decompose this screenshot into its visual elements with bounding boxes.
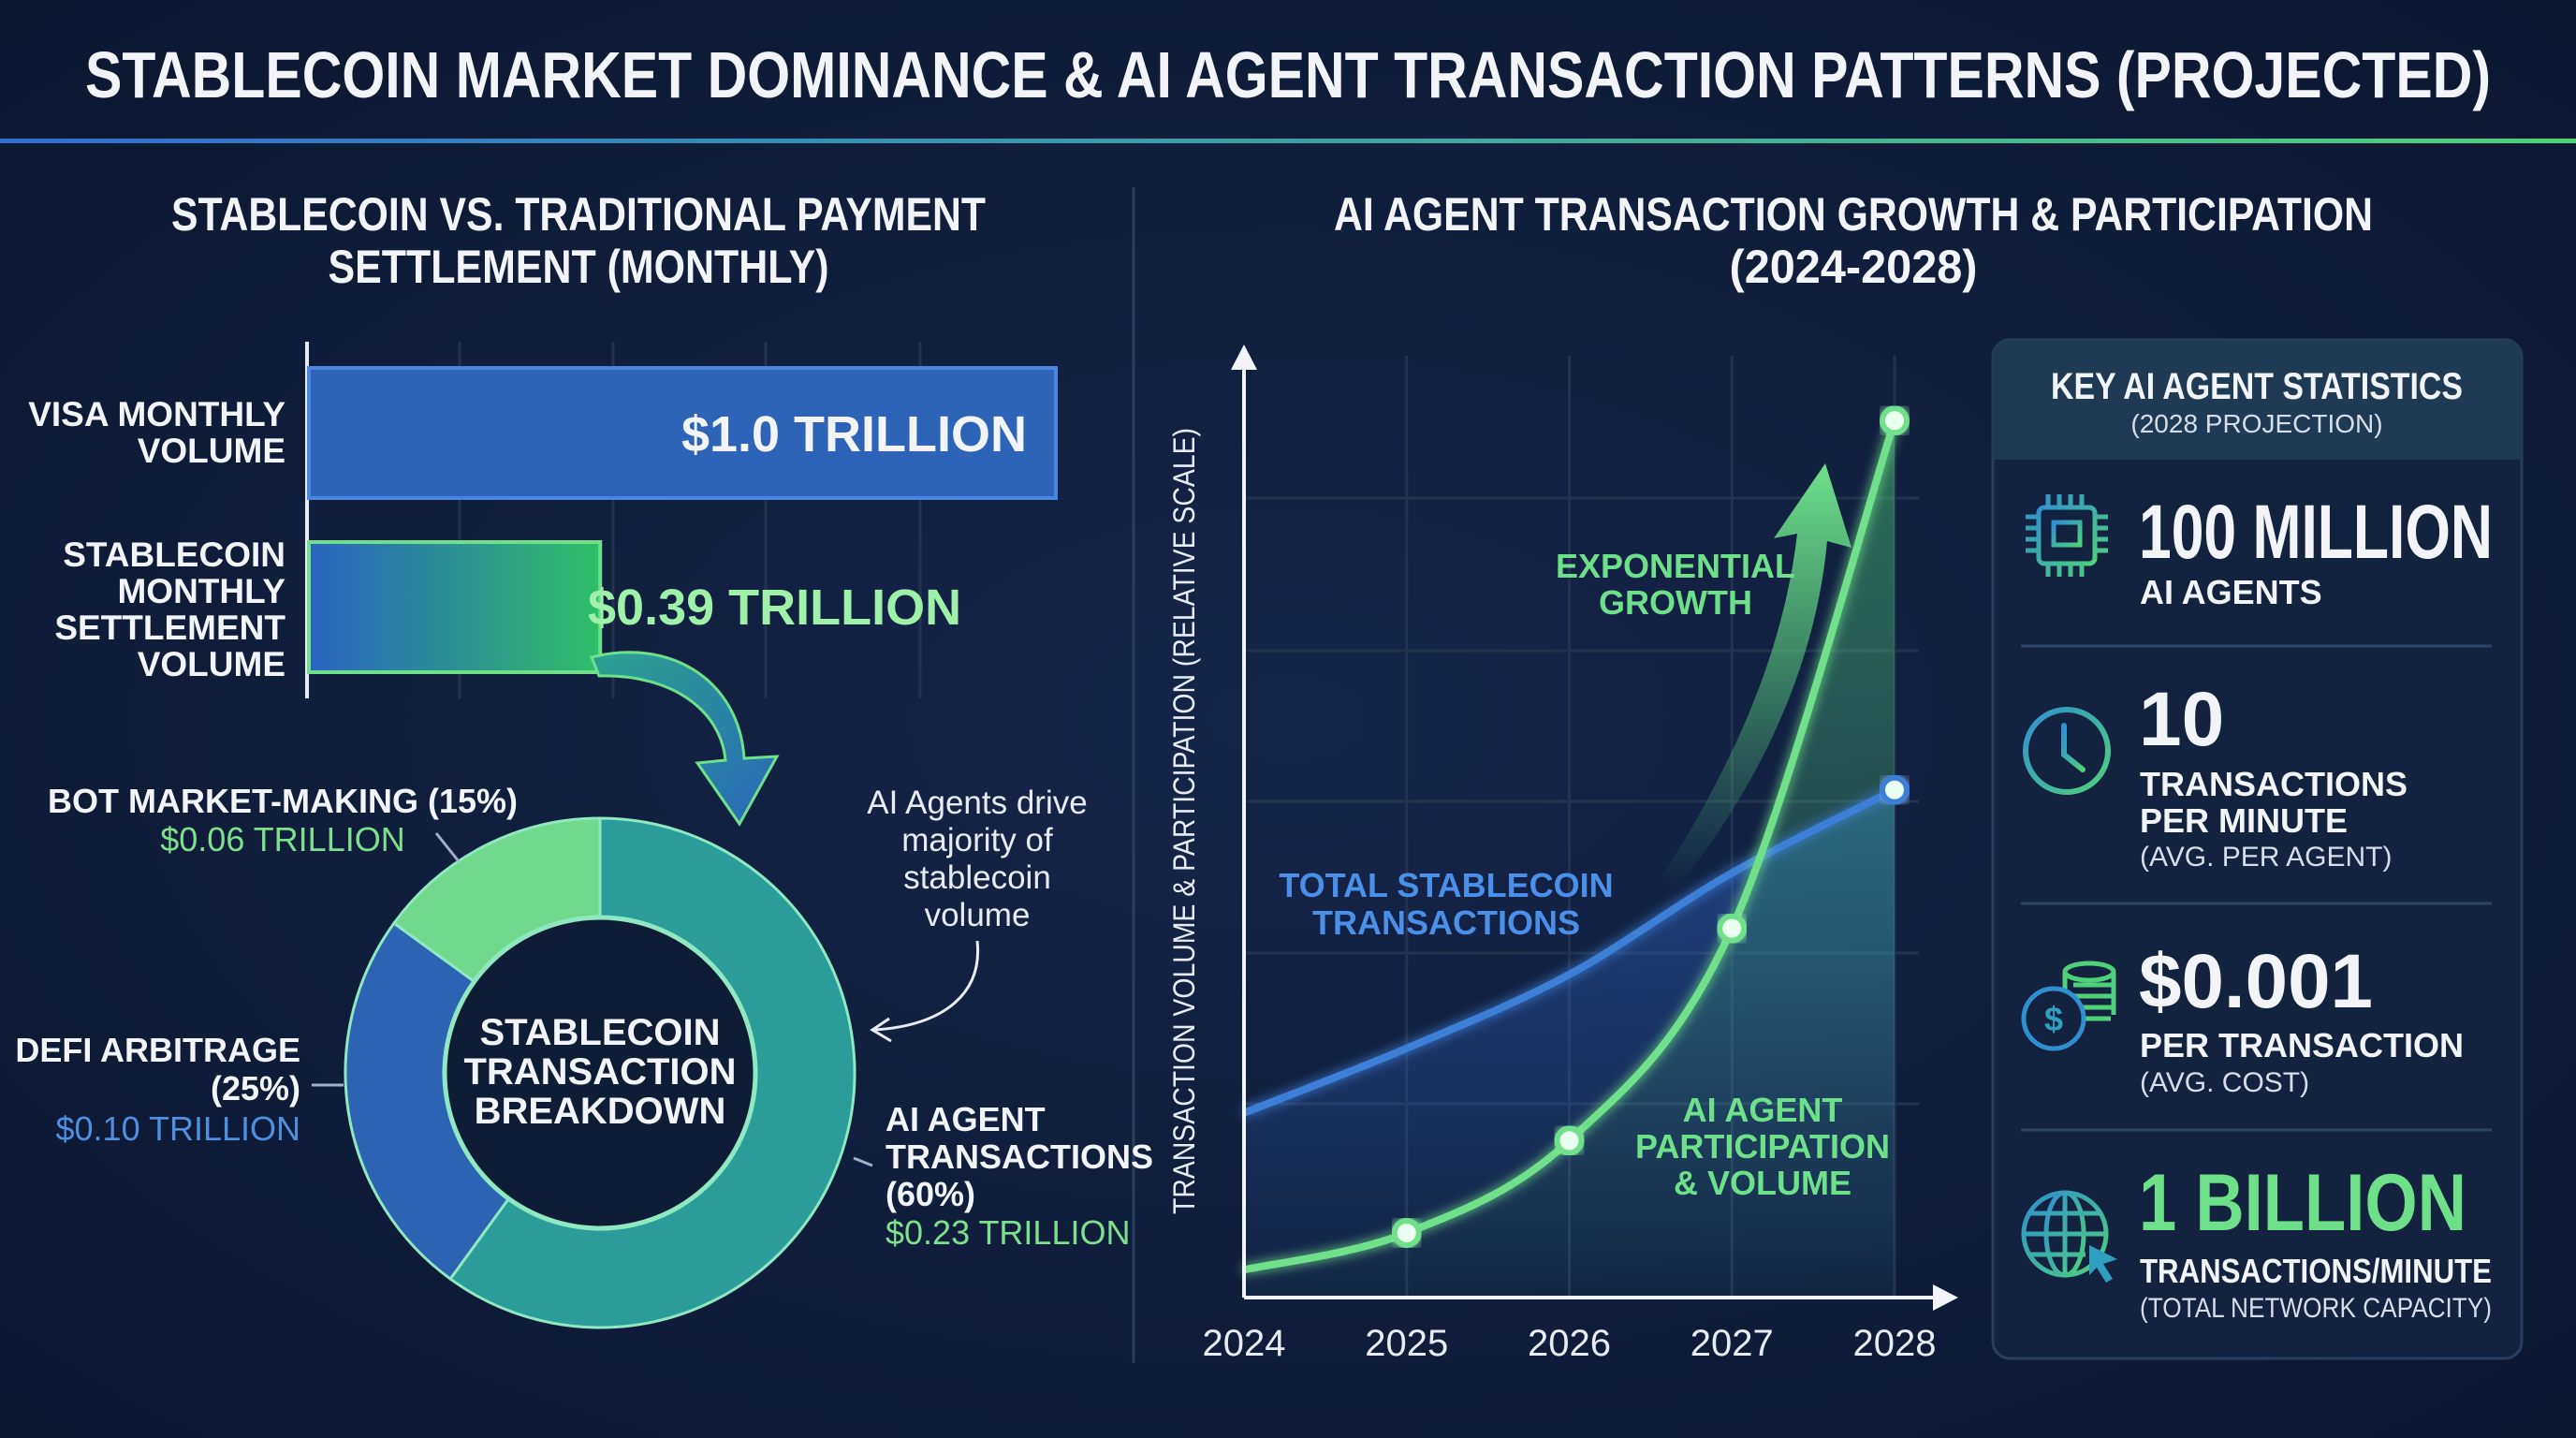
stat-cost: $ $0.001 PER TRANSACTION (AVG. COST) <box>2021 939 2464 1098</box>
slice-label-bot: BOT MARKET-MAKING (15%) <box>48 782 518 820</box>
slice-value-bot: $0.06 TRILLION <box>160 820 404 858</box>
annotation-line2: majority of <box>901 822 1053 858</box>
bar-category-stablecoin-line2: MONTHLY <box>117 572 285 610</box>
stat-agents: 100 MILLION AI AGENTS <box>2026 490 2493 611</box>
donut-center-label-line2: TRANSACTION <box>463 1051 736 1093</box>
header-divider <box>0 139 2576 143</box>
stat-label: PER TRANSACTION <box>2140 1026 2464 1064</box>
bar-category-stablecoin-line3: SETTLEMENT <box>54 609 285 647</box>
data-point-1-2028 <box>1880 405 1910 436</box>
bar-category-stablecoin-line4: VOLUME <box>138 645 285 683</box>
line-chart-title-line1: AI AGENT TRANSACTION GROWTH & PARTICIPAT… <box>1334 188 2373 241</box>
series-line-1 <box>1243 419 1898 1274</box>
globe-cursor-icon <box>2021 1190 2117 1283</box>
donut-slice-0 <box>448 816 856 1329</box>
x-tick-label: 2028 <box>1853 1323 1937 1364</box>
stat-label: AI AGENTS <box>2140 573 2322 611</box>
donut-slice-1 <box>344 921 510 1282</box>
stat-value: 100 MILLION <box>2139 490 2493 575</box>
series-area-1 <box>1244 420 1895 1298</box>
leader-line-ai <box>853 1156 873 1167</box>
slice-label-ai-line1: AI AGENT <box>886 1100 1046 1138</box>
annotation-line4: volume <box>925 897 1031 933</box>
annotation-arrow-icon <box>874 940 980 1032</box>
stats-panel-header <box>1993 340 2522 460</box>
line-chart-title-line2: (2024-2028) <box>1730 241 1978 293</box>
x-tick-label: 2024 <box>1203 1323 1286 1364</box>
bar-stablecoin <box>307 540 603 674</box>
leader-line-bot <box>434 832 461 862</box>
donut-chart: STABLECOIN TRANSACTION BREAKDOWN BOT MAR… <box>15 782 1153 1329</box>
data-point-1-2027 <box>1717 913 1748 944</box>
series-label-ai-line1: AI AGENT <box>1683 1091 1843 1129</box>
clock-icon <box>2023 707 2111 795</box>
annotation-exponential-line2: GROWTH <box>1599 583 1752 622</box>
series-label-ai-line3: & VOLUME <box>1674 1164 1852 1202</box>
series-line-0 <box>1242 786 1896 1117</box>
stat-note: (TOTAL NETWORK CAPACITY) <box>2140 1293 2492 1324</box>
stats-title: KEY AI AGENT STATISTICS <box>2051 366 2463 407</box>
coins-icon: $ <box>2021 961 2116 1051</box>
data-point-1-2026 <box>1554 1125 1585 1156</box>
slice-label-ai-line2: TRANSACTIONS <box>886 1137 1153 1176</box>
flow-arrow-icon <box>589 651 780 827</box>
x-tick-label: 2025 <box>1365 1323 1448 1364</box>
donut-hole <box>444 917 756 1229</box>
annotation-line3: stablecoin <box>903 859 1051 896</box>
stat-network-capacity: 1 BILLION TRANSACTIONS/MINUTE (TOTAL NET… <box>2021 1158 2492 1324</box>
series-label-ai-line2: PARTICIPATION <box>1635 1127 1890 1166</box>
data-point-1-2025 <box>1391 1217 1422 1248</box>
dollar-sign-icon: $ <box>2044 1000 2063 1038</box>
stat-value: 10 <box>2139 677 2224 762</box>
stat-label-line2: PER MINUTE <box>2140 801 2348 840</box>
stats-panel: KEY AI AGENT STATISTICS (2028 PROJECTION… <box>1991 338 2524 1360</box>
data-point-0-2028 <box>1880 774 1910 805</box>
x-tick-label: 2026 <box>1528 1323 1611 1364</box>
bar-data-label-visa: $1.0 TRILLION <box>681 406 1027 462</box>
slice-label-defi-line1: DEFI ARBITRAGE <box>15 1031 300 1069</box>
donut-slice-2 <box>391 816 602 983</box>
bar-category-visa-line1: VISA MONTHLY <box>28 395 285 433</box>
bar-category-visa-line2: VOLUME <box>138 432 285 470</box>
stat-label: TRANSACTIONS/MINUTE <box>2140 1252 2492 1290</box>
line-chart: AI AGENT TRANSACTION GROWTH & PARTICIPAT… <box>1167 188 2373 1364</box>
bar-category-stablecoin-line1: STABLECOIN <box>63 536 285 574</box>
annotation-line1: AI Agents drive <box>867 785 1087 821</box>
bar-data-label-stablecoin: $0.39 TRILLION <box>588 580 961 636</box>
stat-value: 1 BILLION <box>2139 1158 2466 1248</box>
slice-value-defi: $0.10 TRILLION <box>56 1109 300 1148</box>
stat-note: (AVG. COST) <box>2140 1067 2309 1098</box>
donut-center-label-line3: BREAKDOWN <box>475 1091 726 1132</box>
x-axis-arrow-icon <box>1933 1284 1958 1311</box>
annotation-exponential-line1: EXPONENTIAL <box>1556 547 1795 585</box>
y-axis-label: TRANSACTION VOLUME & PARTICIPATION (RELA… <box>1167 428 1201 1214</box>
annotation-arrowhead-icon <box>870 1017 892 1043</box>
bar-chart-title-line1: STABLECOIN VS. TRADITIONAL PAYMENT <box>171 188 986 241</box>
stat-label-line1: TRANSACTIONS <box>2140 765 2408 803</box>
slice-label-ai-line3: (60%) <box>886 1175 975 1213</box>
stats-subtitle: (2028 PROJECTION) <box>2130 409 2382 438</box>
y-axis-arrow-icon <box>1231 345 1257 370</box>
x-tick-label: 2027 <box>1690 1323 1774 1364</box>
series-label-total-line2: TRANSACTIONS <box>1312 903 1580 942</box>
exponential-growth-arrow-icon <box>1660 463 1852 889</box>
bar-chart-title-line2: SETTLEMENT (MONTHLY) <box>329 241 829 293</box>
bar-chart: STABLECOIN VS. TRADITIONAL PAYMENT SETTL… <box>28 188 1058 698</box>
slice-value-ai: $0.23 TRILLION <box>886 1213 1130 1252</box>
donut-center-label-line1: STABLECOIN <box>479 1012 720 1053</box>
slice-label-defi-line2: (25%) <box>211 1069 300 1108</box>
series-label-total-line1: TOTAL STABLECOIN <box>1279 866 1613 904</box>
stat-tx-per-minute: 10 TRANSACTIONS PER MINUTE (AVG. PER AGE… <box>2023 677 2408 873</box>
chip-icon <box>2026 494 2108 577</box>
stat-note: (AVG. PER AGENT) <box>2140 842 2393 873</box>
page-title: STABLECOIN MARKET DOMINANCE & AI AGENT T… <box>85 38 2491 111</box>
bar-visa <box>307 366 1058 500</box>
stat-value: $0.001 <box>2139 939 2373 1024</box>
